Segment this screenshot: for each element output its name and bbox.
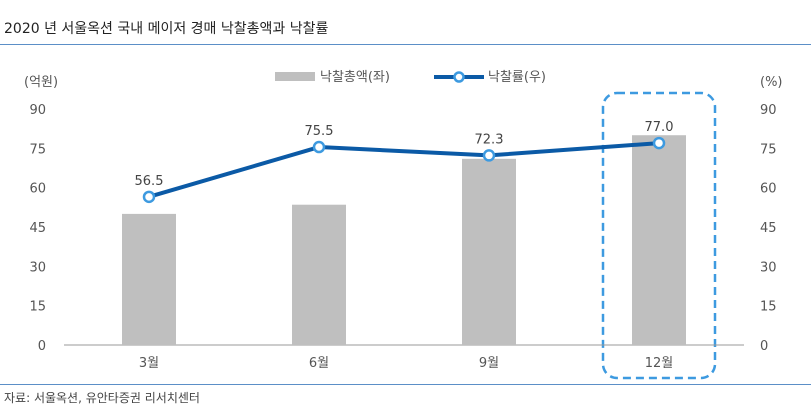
legend: 낙찰총액(좌) 낙찰률(우) <box>275 70 546 85</box>
line-point <box>312 140 326 154</box>
y-right-tick-label: 0 <box>760 339 768 354</box>
line-path <box>148 141 660 199</box>
highlight-box <box>601 91 717 380</box>
bar <box>122 213 176 345</box>
y-right-tick-label: 45 <box>760 221 777 236</box>
legend-line-marker <box>453 71 465 83</box>
data-label: 56.5 <box>135 174 164 189</box>
data-label: 72.3 <box>475 132 504 147</box>
y-right-tick-label: 90 <box>760 103 777 118</box>
bar <box>292 204 346 345</box>
y-left-tick-label: 15 <box>29 300 46 315</box>
bar <box>632 135 686 345</box>
legend-bar-swatch <box>275 72 315 81</box>
x-tick-label: 12월 <box>645 356 674 371</box>
line-point <box>142 190 156 204</box>
y-right-tick-label: 60 <box>760 182 777 197</box>
y-right-tick-label: 30 <box>760 260 777 275</box>
y-left-tick-label: 75 <box>29 142 46 157</box>
y-left-tick-label: 90 <box>29 103 46 118</box>
legend-bar-label: 낙찰총액(좌) <box>320 70 390 85</box>
line-series: 56.5 75.5 72.3 77.0 <box>135 120 674 204</box>
y-right-tick-label: 75 <box>760 142 777 157</box>
highlight-box-layer <box>601 91 717 380</box>
chart-area: (억원) (%) 0 15 30 45 60 75 90 0 15 30 45 60 75 90 3월 6월 9월 1… <box>24 70 783 380</box>
title-divider <box>0 44 811 45</box>
x-tick-label: 3월 <box>139 356 159 371</box>
y-right-unit: (%) <box>760 75 783 90</box>
legend-line-label: 낙찰률(우) <box>488 70 546 85</box>
y-left-tick-label: 45 <box>29 221 46 236</box>
bar-series <box>122 135 686 345</box>
x-tick-label: 6월 <box>309 356 329 371</box>
data-label: 75.5 <box>305 124 334 139</box>
y-left-tick-label: 0 <box>38 339 46 354</box>
line-point <box>652 136 666 150</box>
y-left-unit: (억원) <box>24 75 58 90</box>
y-right-tick-label: 15 <box>760 300 777 315</box>
line-point <box>482 149 496 162</box>
axis-layer: (억원) (%) 0 15 30 45 60 75 90 0 15 30 45 60 75 90 3월 6월 9월 1… <box>24 75 783 371</box>
y-left-tick-label: 60 <box>29 182 46 197</box>
y-left-tick-label: 30 <box>29 260 46 275</box>
footer-divider <box>0 384 811 385</box>
bar <box>462 158 516 345</box>
data-label: 77.0 <box>645 120 674 135</box>
x-tick-label: 9월 <box>479 356 499 371</box>
source-note: 자료: 서울옥션, 유안타증권 리서치센터 <box>4 391 200 405</box>
chart-title: 2020 년 서울옥션 국내 메이저 경매 낙찰총액과 낙찰률 <box>4 21 329 37</box>
